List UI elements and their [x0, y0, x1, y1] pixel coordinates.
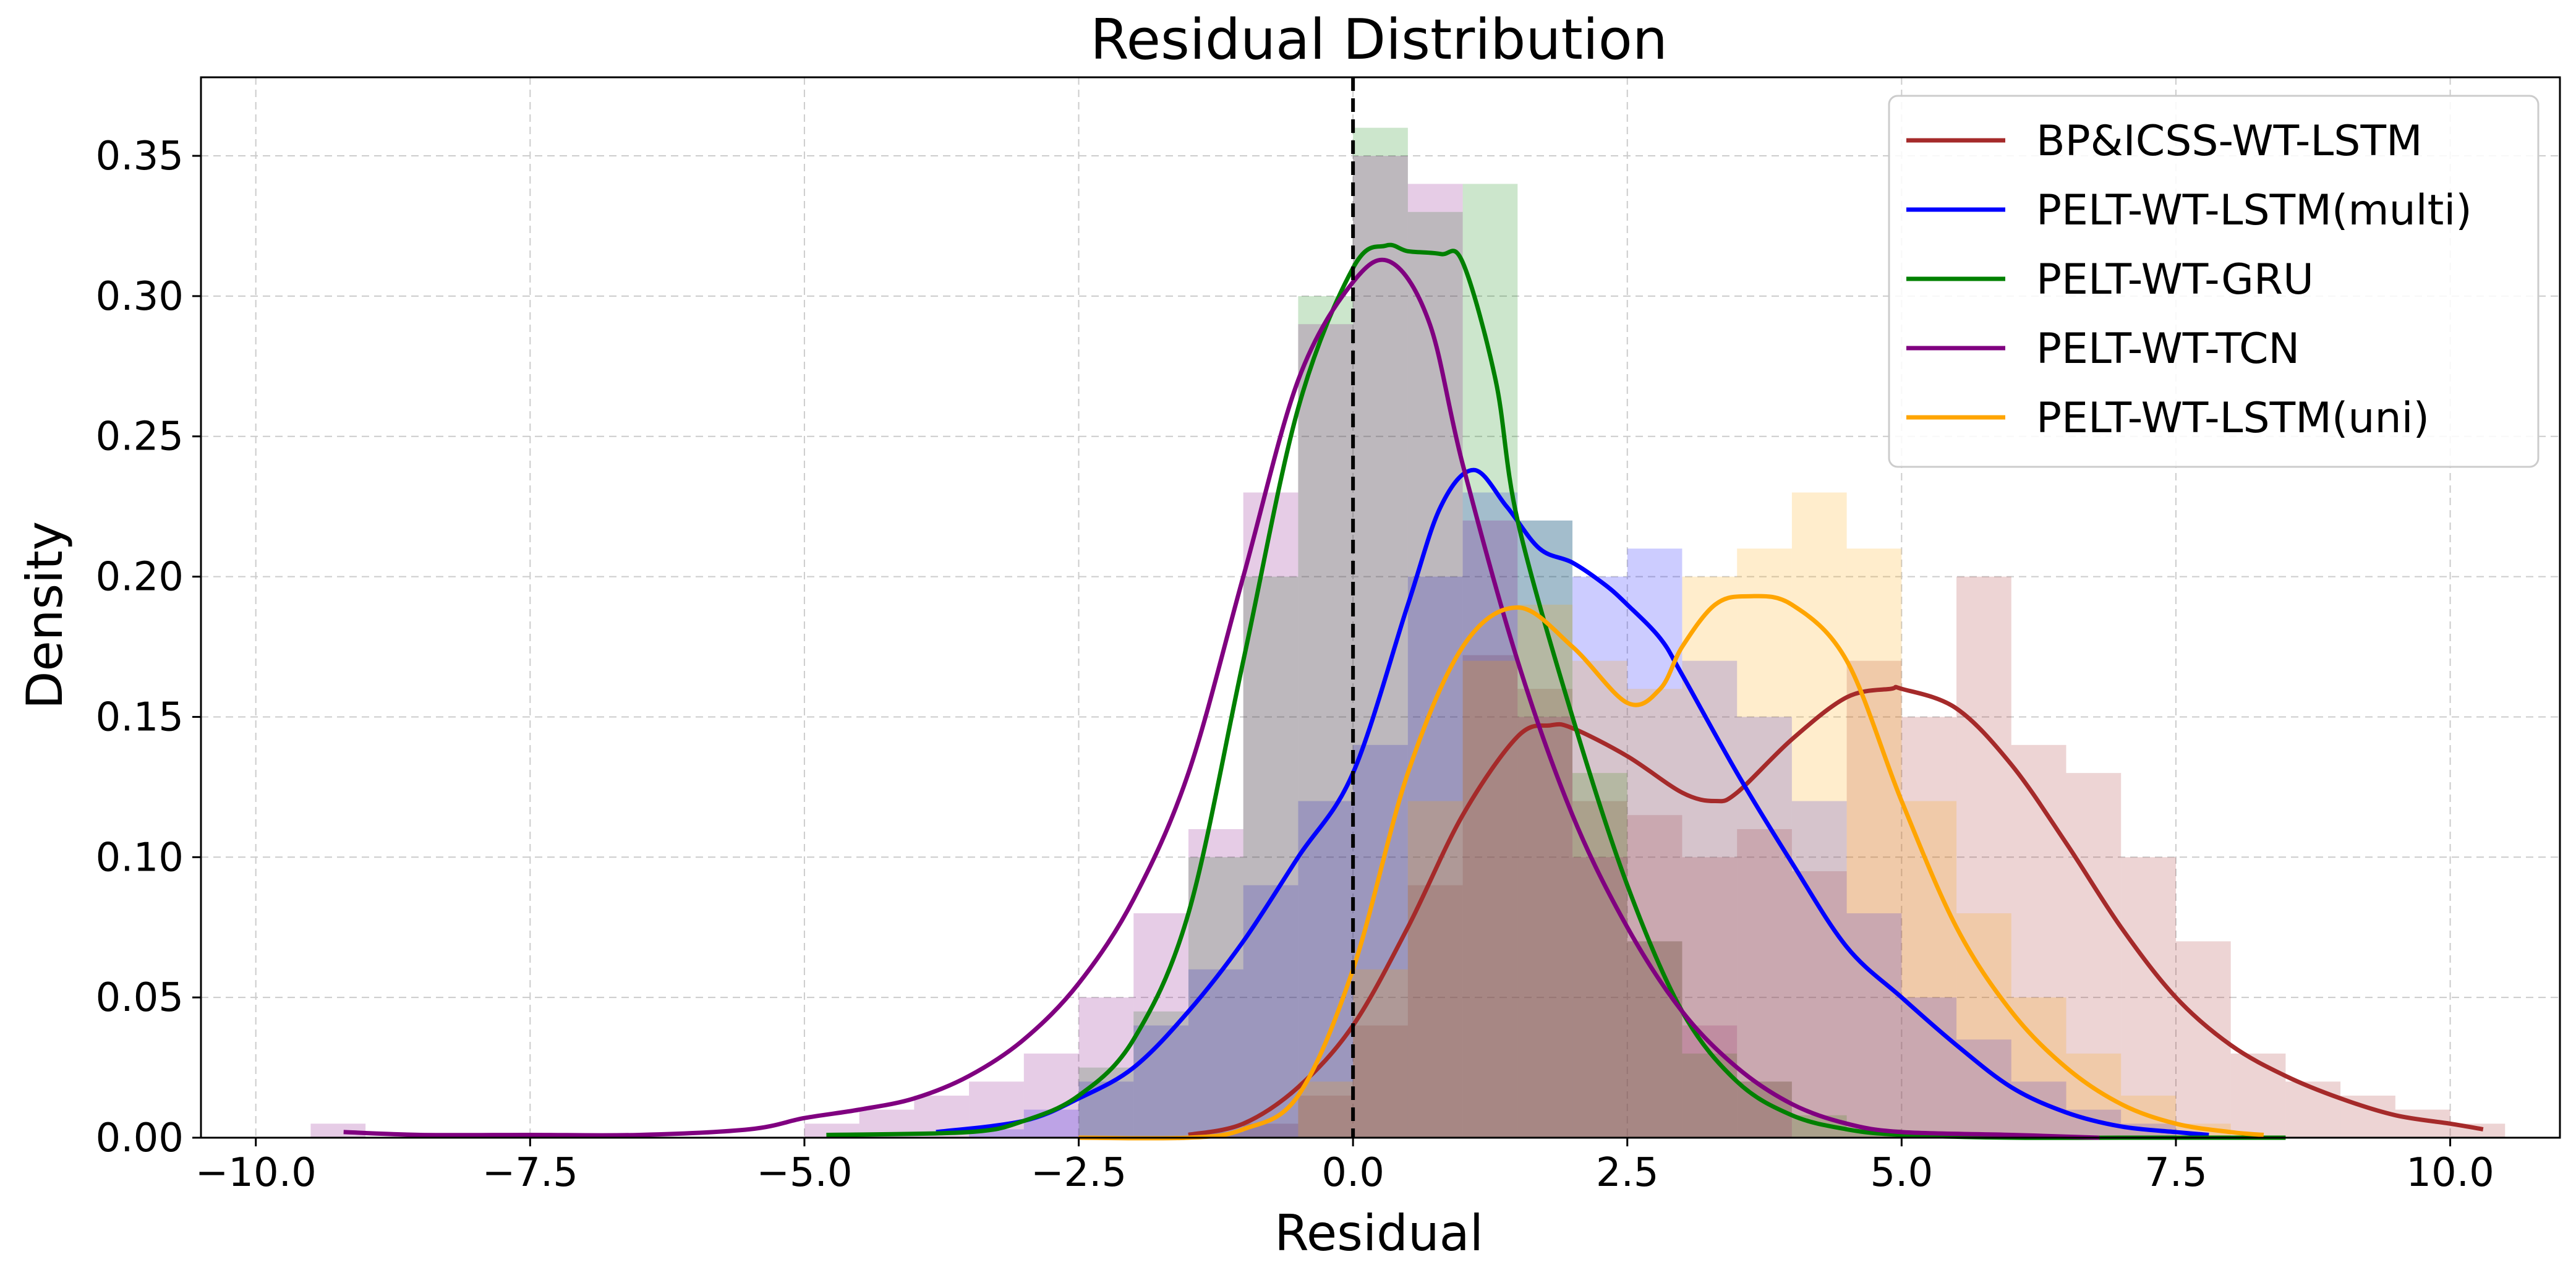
- histogram-0: [1188, 576, 2506, 1138]
- x-tick-label: 10.0: [2406, 1150, 2494, 1196]
- x-tick-label: −2.5: [1031, 1150, 1127, 1196]
- histogram-bar: [1298, 324, 1354, 1138]
- histogram-bar: [1791, 871, 1847, 1138]
- histogram-bar: [2121, 857, 2176, 1138]
- x-tick-label: 2.5: [1596, 1150, 1659, 1196]
- histogram-bar: [1407, 801, 1463, 1138]
- x-tick-label: 0.0: [1321, 1150, 1384, 1196]
- legend-label: PELT-WT-LSTM(uni): [2036, 394, 2429, 443]
- y-tick-label: 0.25: [96, 414, 184, 460]
- y-tick-label: 0.05: [96, 975, 184, 1021]
- y-tick-label: 0.00: [96, 1115, 184, 1161]
- histogram-bar: [2230, 1053, 2286, 1138]
- histogram-bar: [1791, 801, 1847, 1138]
- histogram-bar: [1298, 1081, 1354, 1138]
- y-axis-label: Density: [16, 521, 74, 709]
- histogram-bar: [1078, 997, 1134, 1138]
- x-tick-label: 5.0: [1870, 1150, 1933, 1196]
- x-tick-label: −10.0: [195, 1150, 317, 1196]
- y-tick-label: 0.10: [96, 835, 184, 880]
- histogram-bar: [1682, 1053, 1738, 1138]
- kde-line-4: [1078, 594, 2264, 1141]
- chart-title: Residual Distribution: [1090, 7, 1668, 72]
- histogram-bar: [1791, 492, 1847, 1138]
- histogram-bar: [1407, 885, 1463, 1138]
- legend-label: PELT-WT-TCN: [2036, 325, 2300, 373]
- histogram-bar: [1078, 1067, 1134, 1138]
- histogram-bar: [1846, 913, 1902, 1138]
- y-tick-label: 0.35: [96, 134, 184, 179]
- histogram-bar: [1133, 1011, 1188, 1138]
- histogram-bar: [1956, 576, 2011, 1138]
- histogram-bar: [1517, 689, 1573, 1138]
- histogram-bar: [1682, 857, 1738, 1138]
- legend-label: PELT-WT-GRU: [2036, 255, 2314, 304]
- histogram-bar: [1243, 492, 1299, 1138]
- histogram-bar: [1353, 969, 1408, 1138]
- histogram-bar: [2285, 1081, 2341, 1138]
- histogram-bar: [1737, 548, 1792, 1138]
- histogram-bar: [1353, 156, 1408, 1138]
- histogram-bar: [1846, 548, 1902, 1138]
- y-tick-label: 0.15: [96, 694, 184, 740]
- histogram-bar: [1023, 1109, 1079, 1138]
- histogram-bar: [1353, 1025, 1408, 1138]
- kde-line-2: [826, 242, 2286, 1140]
- histogram-bar: [1407, 576, 1463, 1138]
- legend: BP&ICSS-WT-LSTM PELT-WT-LSTM(multi) PELT-W…: [1888, 95, 2540, 468]
- legend-label: PELT-WT-LSTM(multi): [2036, 186, 2472, 235]
- histogram-bar: [1462, 492, 1518, 1138]
- plot-frame: [200, 76, 2561, 1139]
- histogram-bar: [1462, 184, 1518, 1138]
- histogram-bar: [1243, 576, 1299, 1138]
- y-tick-label: 0.20: [96, 555, 184, 600]
- legend-frame: [1888, 95, 2540, 468]
- histogram-bar: [1956, 1039, 2011, 1138]
- y-tick-label: 0.30: [96, 274, 184, 320]
- histogram-bar: [1298, 1095, 1354, 1138]
- histogram-bar: [1901, 801, 1957, 1138]
- histogram-bar: [1407, 211, 1463, 1138]
- histogram-bar: [1627, 689, 1683, 1138]
- histogram-bar: [1627, 548, 1683, 1138]
- kde-line-3: [343, 257, 2099, 1140]
- histogram-bar: [1462, 660, 1518, 1138]
- histogram-bar: [1901, 717, 1957, 1138]
- kde-line-0: [1188, 684, 2484, 1137]
- histogram-3: [310, 156, 1792, 1138]
- x-tick-label: −5.0: [756, 1150, 852, 1196]
- x-axis-label: Residual: [1274, 1204, 1483, 1262]
- histogram-bar: [2011, 744, 2066, 1138]
- histogram-bar: [1243, 1123, 1299, 1138]
- x-tick-label: 7.5: [2144, 1150, 2207, 1196]
- kde-line-1: [936, 467, 2209, 1137]
- histogram-bar: [1572, 857, 1627, 1138]
- kde-layer: [343, 242, 2484, 1141]
- histogram-bar: [1956, 913, 2011, 1138]
- histogram-bar: [1462, 655, 1518, 1138]
- histogram-bar: [1023, 1053, 1079, 1138]
- legend-label: BP&ICSS-WT-LSTM: [2036, 117, 2423, 166]
- tick-layer: −10.0 −7.5 −5.0 −2.5 0.0 2.5 5.0 7.5 10.0 0.00 0.0…: [96, 134, 2494, 1196]
- x-tick-label: −7.5: [482, 1150, 578, 1196]
- histogram-bar: [1846, 660, 1902, 1138]
